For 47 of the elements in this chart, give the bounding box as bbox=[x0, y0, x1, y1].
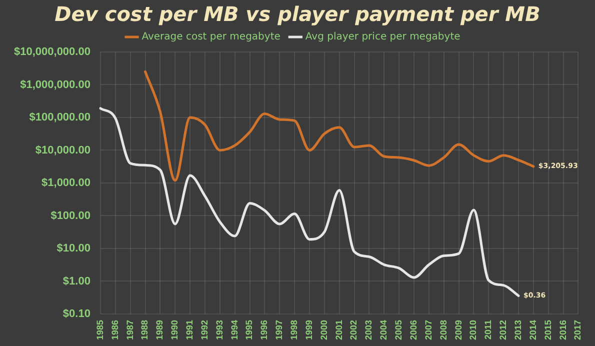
x-tick-label: 2006 bbox=[408, 320, 418, 340]
y-tick-label: $100,000.00 bbox=[29, 112, 90, 124]
y-tick-label: $0.10 bbox=[62, 308, 90, 320]
x-tick-label: 2013 bbox=[512, 320, 523, 340]
x-tick-label: 1985 bbox=[94, 320, 105, 340]
x-tick-label: 2004 bbox=[378, 320, 389, 340]
x-tick-label: 1986 bbox=[110, 320, 120, 340]
x-tick-label: 1995 bbox=[244, 320, 254, 340]
x-tick-label: 2016 bbox=[558, 320, 568, 340]
x-tick-label: 1989 bbox=[154, 320, 165, 340]
x-tick-label: 2007 bbox=[423, 320, 434, 340]
x-tick-label: 2009 bbox=[453, 320, 464, 340]
y-tick-label: $1.00 bbox=[62, 275, 90, 288]
x-tick-label: 2002 bbox=[348, 320, 359, 340]
chart-title: Dev cost per MB vs player payment per MB bbox=[54, 2, 542, 26]
x-tick-label: 1988 bbox=[140, 320, 150, 340]
y-tick-label: $10,000,000.00 bbox=[14, 46, 90, 58]
x-tick-label: 1991 bbox=[184, 320, 195, 340]
x-tick-label: 2001 bbox=[334, 320, 344, 340]
x-tick-label: 1999 bbox=[304, 320, 314, 340]
x-tick-label: 2008 bbox=[438, 320, 448, 340]
y-tick-label: $1,000.00 bbox=[42, 177, 90, 190]
x-tick-label: 1987 bbox=[124, 320, 135, 340]
x-tick-label: 1990 bbox=[170, 320, 180, 340]
x-tick-label: 1998 bbox=[289, 320, 300, 340]
x-tick-label: 2005 bbox=[394, 320, 404, 340]
x-tick-label: 2015 bbox=[542, 320, 553, 340]
y-tick-label: $1,000,000.00 bbox=[20, 78, 90, 91]
y-tick-label: $10,000.00 bbox=[35, 144, 90, 156]
x-tick-label: 1994 bbox=[229, 320, 240, 340]
x-tick-label: 2017 bbox=[572, 320, 583, 340]
x-tick-label: 2010 bbox=[468, 320, 478, 340]
x-tick-label: 1996 bbox=[259, 320, 270, 340]
x-tick-label: 2003 bbox=[364, 320, 374, 340]
line-series bbox=[144, 70, 535, 182]
legend-label: Average cost per megabyte bbox=[142, 32, 280, 43]
y-tick-label: $100.00 bbox=[50, 210, 90, 222]
line-series bbox=[99, 107, 520, 298]
x-tick-label: 1993 bbox=[214, 320, 224, 340]
x-tick-label: 1997 bbox=[274, 320, 284, 340]
x-tick-label: 2000 bbox=[318, 320, 329, 340]
y-tick-label: $10.00 bbox=[56, 242, 90, 255]
x-tick-label: 1992 bbox=[199, 320, 210, 340]
x-tick-label: 2014 bbox=[528, 320, 538, 340]
legend-label: Avg player price per megabyte bbox=[305, 32, 460, 43]
x-tick-label: 2011 bbox=[483, 320, 494, 340]
x-tick-label: 2012 bbox=[498, 320, 508, 340]
